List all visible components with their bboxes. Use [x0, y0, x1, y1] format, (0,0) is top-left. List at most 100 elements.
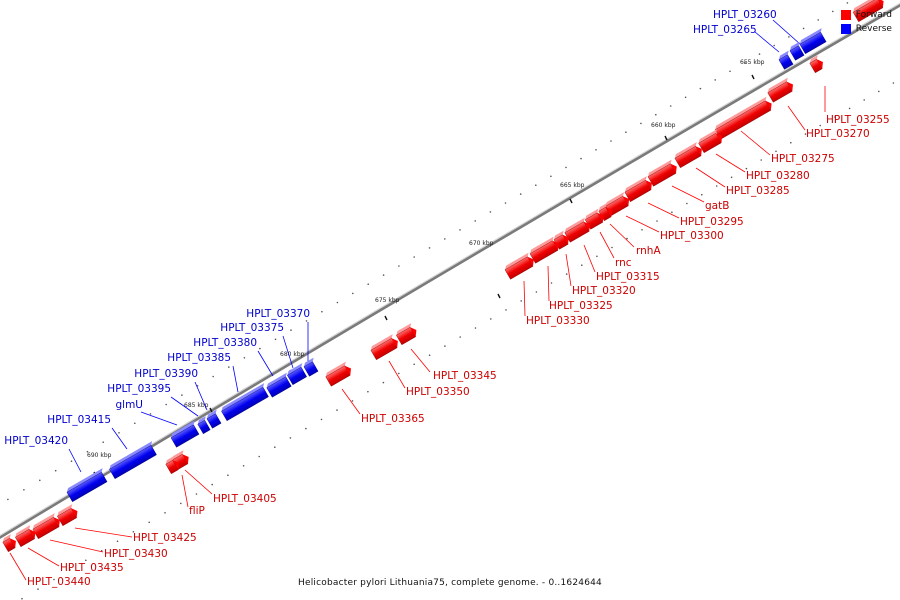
- gene-arrow-tip: [645, 180, 652, 190]
- gene-label[interactable]: HPLT_03395: [107, 383, 171, 395]
- gene-leader-line: [547, 265, 550, 302]
- gene-feature[interactable]: [808, 55, 825, 74]
- inner-track-dot: [758, 53, 761, 55]
- gene-body: [32, 516, 60, 540]
- gene-feature[interactable]: [395, 323, 419, 346]
- gene-feature[interactable]: [777, 50, 795, 70]
- gene-label[interactable]: glmU: [116, 399, 144, 411]
- gene-label[interactable]: HPLT_03300: [660, 230, 724, 242]
- gene-label[interactable]: HPLT_03380: [193, 337, 257, 349]
- gene-feature[interactable]: [220, 383, 271, 422]
- outer-track-dot: [305, 427, 307, 430]
- gene-label[interactable]: HPLT_03320: [572, 285, 636, 297]
- gene-feature[interactable]: [286, 363, 309, 386]
- gene-feature[interactable]: [65, 468, 109, 503]
- gene-feature[interactable]: [852, 0, 887, 23]
- gene-label[interactable]: rnc: [615, 257, 632, 269]
- gene-label[interactable]: HPLT_03280: [746, 170, 810, 182]
- gene-body: [325, 365, 351, 387]
- gene-top-face: [66, 468, 103, 493]
- gene-feature[interactable]: [164, 456, 181, 475]
- gene-label[interactable]: HPLT_03270: [806, 128, 870, 140]
- gene-label[interactable]: HPLT_03365: [361, 413, 425, 425]
- gene-feature[interactable]: [31, 513, 62, 540]
- gene-feature[interactable]: [552, 230, 571, 250]
- gene-label[interactable]: HPLT_03330: [526, 315, 590, 327]
- gene-label[interactable]: HPLT_03295: [680, 216, 744, 228]
- inner-track-dot: [444, 238, 446, 240]
- gene-feature[interactable]: [714, 96, 775, 140]
- gene-label[interactable]: fliP: [189, 505, 205, 517]
- gene-label[interactable]: HPLT_03390: [134, 368, 198, 380]
- gene-label[interactable]: HPLT_03370: [246, 308, 310, 320]
- outer-track-dot: [100, 550, 103, 552]
- inner-track-dot: [54, 469, 57, 472]
- gene-leader-line: [140, 411, 178, 426]
- gene-label[interactable]: HPLT_03325: [549, 300, 613, 312]
- gene-feature[interactable]: [798, 28, 828, 55]
- outer-track-dot: [148, 521, 150, 524]
- gene-feature[interactable]: [673, 142, 704, 169]
- gene-feature[interactable]: [108, 441, 159, 480]
- outer-track-dot: [505, 309, 507, 311]
- gene-label[interactable]: HPLT_03350: [406, 386, 470, 398]
- outer-track-dot: [565, 273, 568, 275]
- gene-label[interactable]: HPLT_03285: [726, 185, 790, 197]
- gene-feature[interactable]: [56, 504, 80, 527]
- gene-feature[interactable]: [205, 409, 223, 429]
- outer-track-dot: [730, 176, 733, 179]
- outer-track-dot: [804, 133, 807, 135]
- gene-feature[interactable]: [697, 129, 725, 154]
- kbp-tick-label: 680 kbp: [280, 351, 305, 358]
- gene-feature[interactable]: [563, 217, 593, 243]
- gene-label[interactable]: HPLT_03375: [220, 322, 284, 334]
- outer-track-dot: [834, 116, 836, 118]
- gene-label[interactable]: HPLT_03275: [771, 153, 835, 165]
- gene-label[interactable]: HPLT_03415: [47, 414, 111, 426]
- kbp-tick-mark: [664, 135, 668, 141]
- gene-leader-line: [388, 360, 406, 389]
- gene-feature[interactable]: [169, 420, 201, 448]
- gene-feature[interactable]: [623, 176, 654, 203]
- gene-label[interactable]: HPLT_03430: [104, 548, 168, 560]
- gene-label[interactable]: rnhA: [636, 245, 661, 257]
- outer-track-dot: [819, 124, 821, 127]
- gene-label[interactable]: HPLT_03385: [167, 352, 231, 364]
- gene-label[interactable]: HPLT_03315: [596, 271, 660, 283]
- gene-top-face: [605, 192, 625, 207]
- gene-feature[interactable]: [302, 357, 320, 377]
- gene-label[interactable]: gatB: [705, 200, 729, 212]
- outer-track-dot: [863, 99, 865, 101]
- gene-top-face: [598, 203, 607, 212]
- gene-label[interactable]: HPLT_03440: [27, 576, 91, 588]
- gene-label[interactable]: HPLT_03345: [433, 370, 497, 382]
- gene-feature[interactable]: [503, 252, 536, 280]
- inner-track-dot: [382, 274, 385, 276]
- gene-feature[interactable]: [324, 361, 354, 387]
- gene-feature[interactable]: [646, 159, 679, 187]
- gene-label[interactable]: HPLT_03425: [133, 532, 197, 544]
- gene-feature[interactable]: [528, 236, 561, 264]
- gene-label[interactable]: HPLT_03420: [4, 435, 68, 447]
- gene-body: [370, 337, 398, 361]
- gene-feature[interactable]: [196, 416, 213, 435]
- gene-label[interactable]: HPLT_03255: [826, 114, 890, 126]
- gene-top-face: [585, 208, 599, 220]
- gene-arrow-tip: [527, 256, 534, 267]
- gene-feature[interactable]: [766, 77, 796, 103]
- gene-feature[interactable]: [14, 525, 38, 548]
- gene-label[interactable]: HPLT_03405: [213, 493, 277, 505]
- gene-feature[interactable]: [597, 203, 614, 222]
- gene-feature[interactable]: [265, 372, 294, 398]
- gene-arrow-tip: [71, 508, 78, 518]
- gene-label[interactable]: HPLT_03265: [693, 24, 757, 36]
- gene-top-face: [698, 129, 718, 144]
- inner-track-dot: [102, 441, 104, 444]
- gene-label[interactable]: HPLT_03435: [60, 562, 124, 574]
- gene-body: [287, 366, 307, 386]
- gene-feature[interactable]: [788, 41, 806, 61]
- gene-label[interactable]: HPLT_03260: [713, 9, 777, 21]
- gene-feature[interactable]: [369, 334, 400, 361]
- kbp-tick-label: 690 kbp: [87, 452, 112, 459]
- gene-feature[interactable]: [1, 534, 18, 553]
